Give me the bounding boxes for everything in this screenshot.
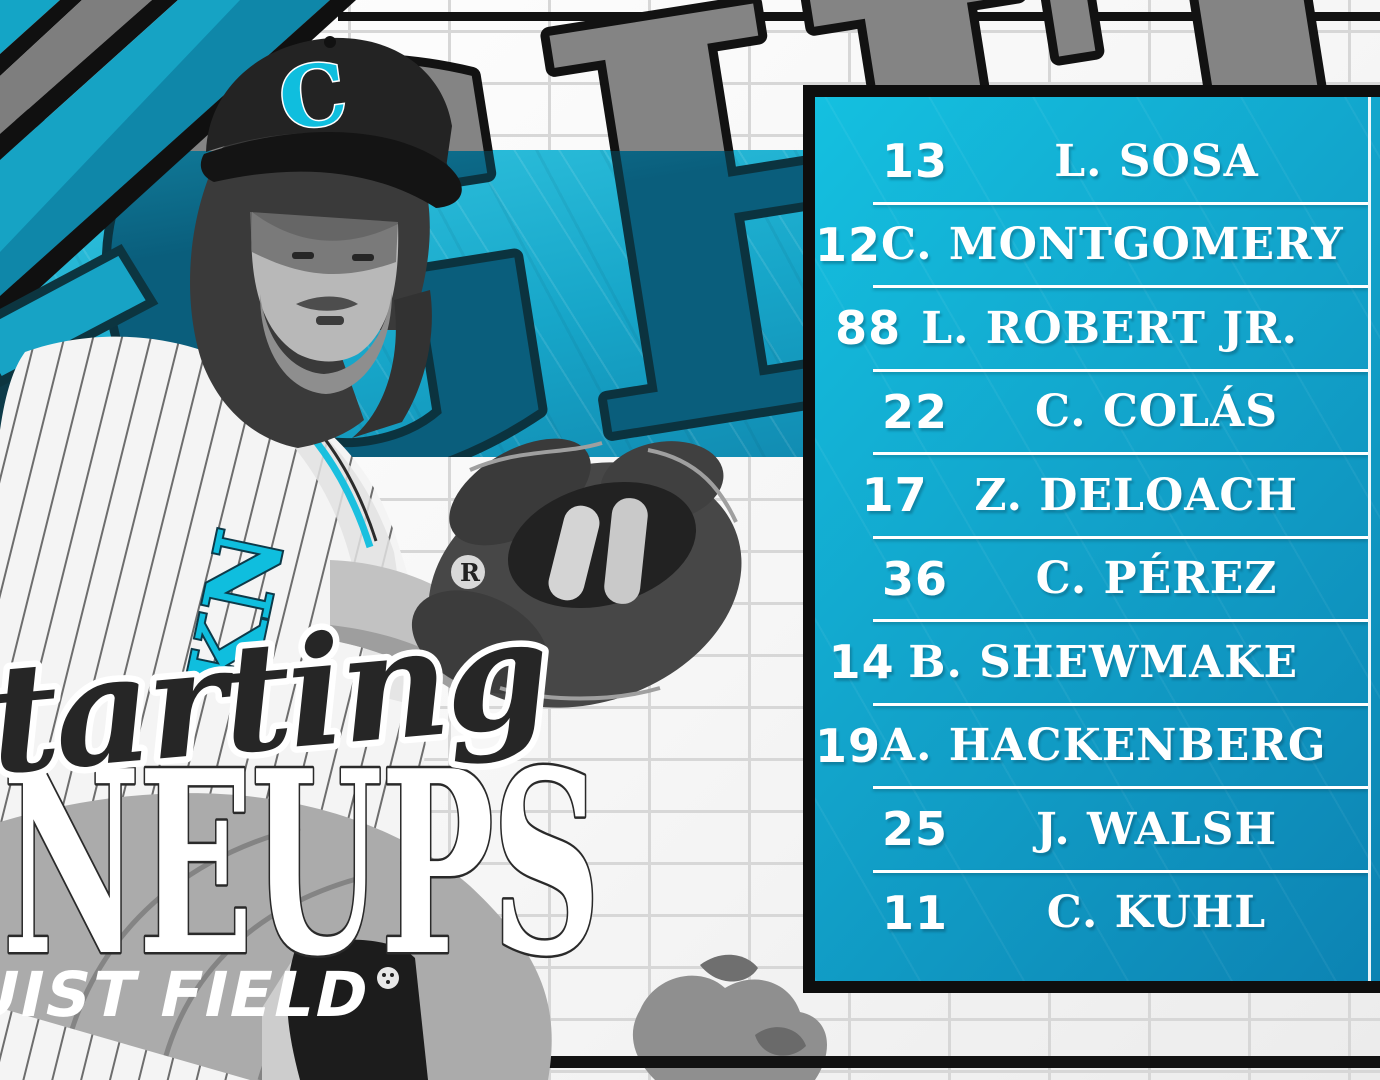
lineup-row: 88 L. ROBERT JR. — [815, 288, 1368, 369]
player-number: 11 — [881, 885, 948, 940]
cap — [206, 37, 452, 168]
player-name: C. PÉREZ — [1035, 553, 1278, 605]
lineup-row: 36 C. PÉREZ — [815, 539, 1368, 620]
lineup-row: 11 C. KUHL — [815, 873, 1368, 954]
player-number: 12 — [815, 217, 882, 272]
lineup-rows: 13 L. SOSA 12 C. MONTGOMERY 88 L. ROBERT JR. 2… — [815, 97, 1380, 981]
player-number: 36 — [881, 551, 948, 606]
lineup-panel: 13 L. SOSA 12 C. MONTGOMERY 88 L. ROBERT JR. 2… — [803, 85, 1380, 993]
player-number: 19 — [815, 718, 882, 773]
cap-logo-letter: C — [273, 43, 353, 150]
title-lineups: LINEUPS — [0, 717, 598, 1013]
player-leg — [0, 793, 552, 1080]
title-venue: TRUIST FIELD — [0, 959, 377, 1031]
player-name: C. MONTGOMERY — [881, 219, 1344, 271]
lineup-row: 12 C. MONTGOMERY — [815, 205, 1368, 286]
sock-logo-icon — [377, 967, 399, 989]
player-number: 25 — [881, 802, 948, 857]
glove-logo-icon: R — [460, 558, 481, 587]
row-separator — [873, 535, 1368, 539]
player-name: C. KUHL — [1046, 887, 1267, 939]
player-name: J. WALSH — [1035, 803, 1278, 855]
beard — [260, 292, 392, 394]
lineup-row: 19 A. HACKENBERG — [815, 706, 1368, 787]
player-name: C. COLÁS — [1034, 386, 1279, 438]
player-name: B. SHEWMAKE — [908, 636, 1298, 688]
lineup-row: 17 Z. DELOACH — [815, 455, 1368, 536]
row-separator — [873, 786, 1368, 789]
row-separator — [873, 201, 1368, 205]
row-separator — [873, 452, 1368, 455]
player-name: Z. DELOACH — [974, 469, 1298, 521]
row-separator — [873, 869, 1368, 873]
lineup-row: 25 J. WALSH — [815, 789, 1368, 870]
row-separator — [873, 285, 1368, 288]
cap-brim — [200, 131, 462, 208]
player-name: L. SOSA — [1054, 135, 1259, 187]
baseball-glove: R — [411, 438, 742, 708]
row-separator — [873, 368, 1368, 372]
player-number: 22 — [881, 384, 948, 439]
player-head: C — [190, 36, 462, 448]
player-number: 14 — [828, 635, 895, 690]
player-name: L. ROBERT JR. — [921, 302, 1298, 354]
row-separator — [873, 619, 1368, 622]
mustache — [296, 296, 358, 311]
player-number: 13 — [881, 134, 948, 189]
lineup-row: 14 B. SHEWMAKE — [815, 622, 1368, 703]
row-separator — [873, 702, 1368, 706]
lineup-row: 22 C. COLÁS — [815, 372, 1368, 453]
lineup-row: 13 L. SOSA — [815, 121, 1368, 202]
pants-corner — [0, 1008, 250, 1080]
top-black-stripe — [338, 12, 1380, 21]
panel-inner-border-line — [1368, 97, 1371, 981]
player-number: 17 — [861, 468, 928, 523]
player-name: A. HACKENBERG — [881, 720, 1327, 772]
player-number: 88 — [835, 301, 902, 356]
